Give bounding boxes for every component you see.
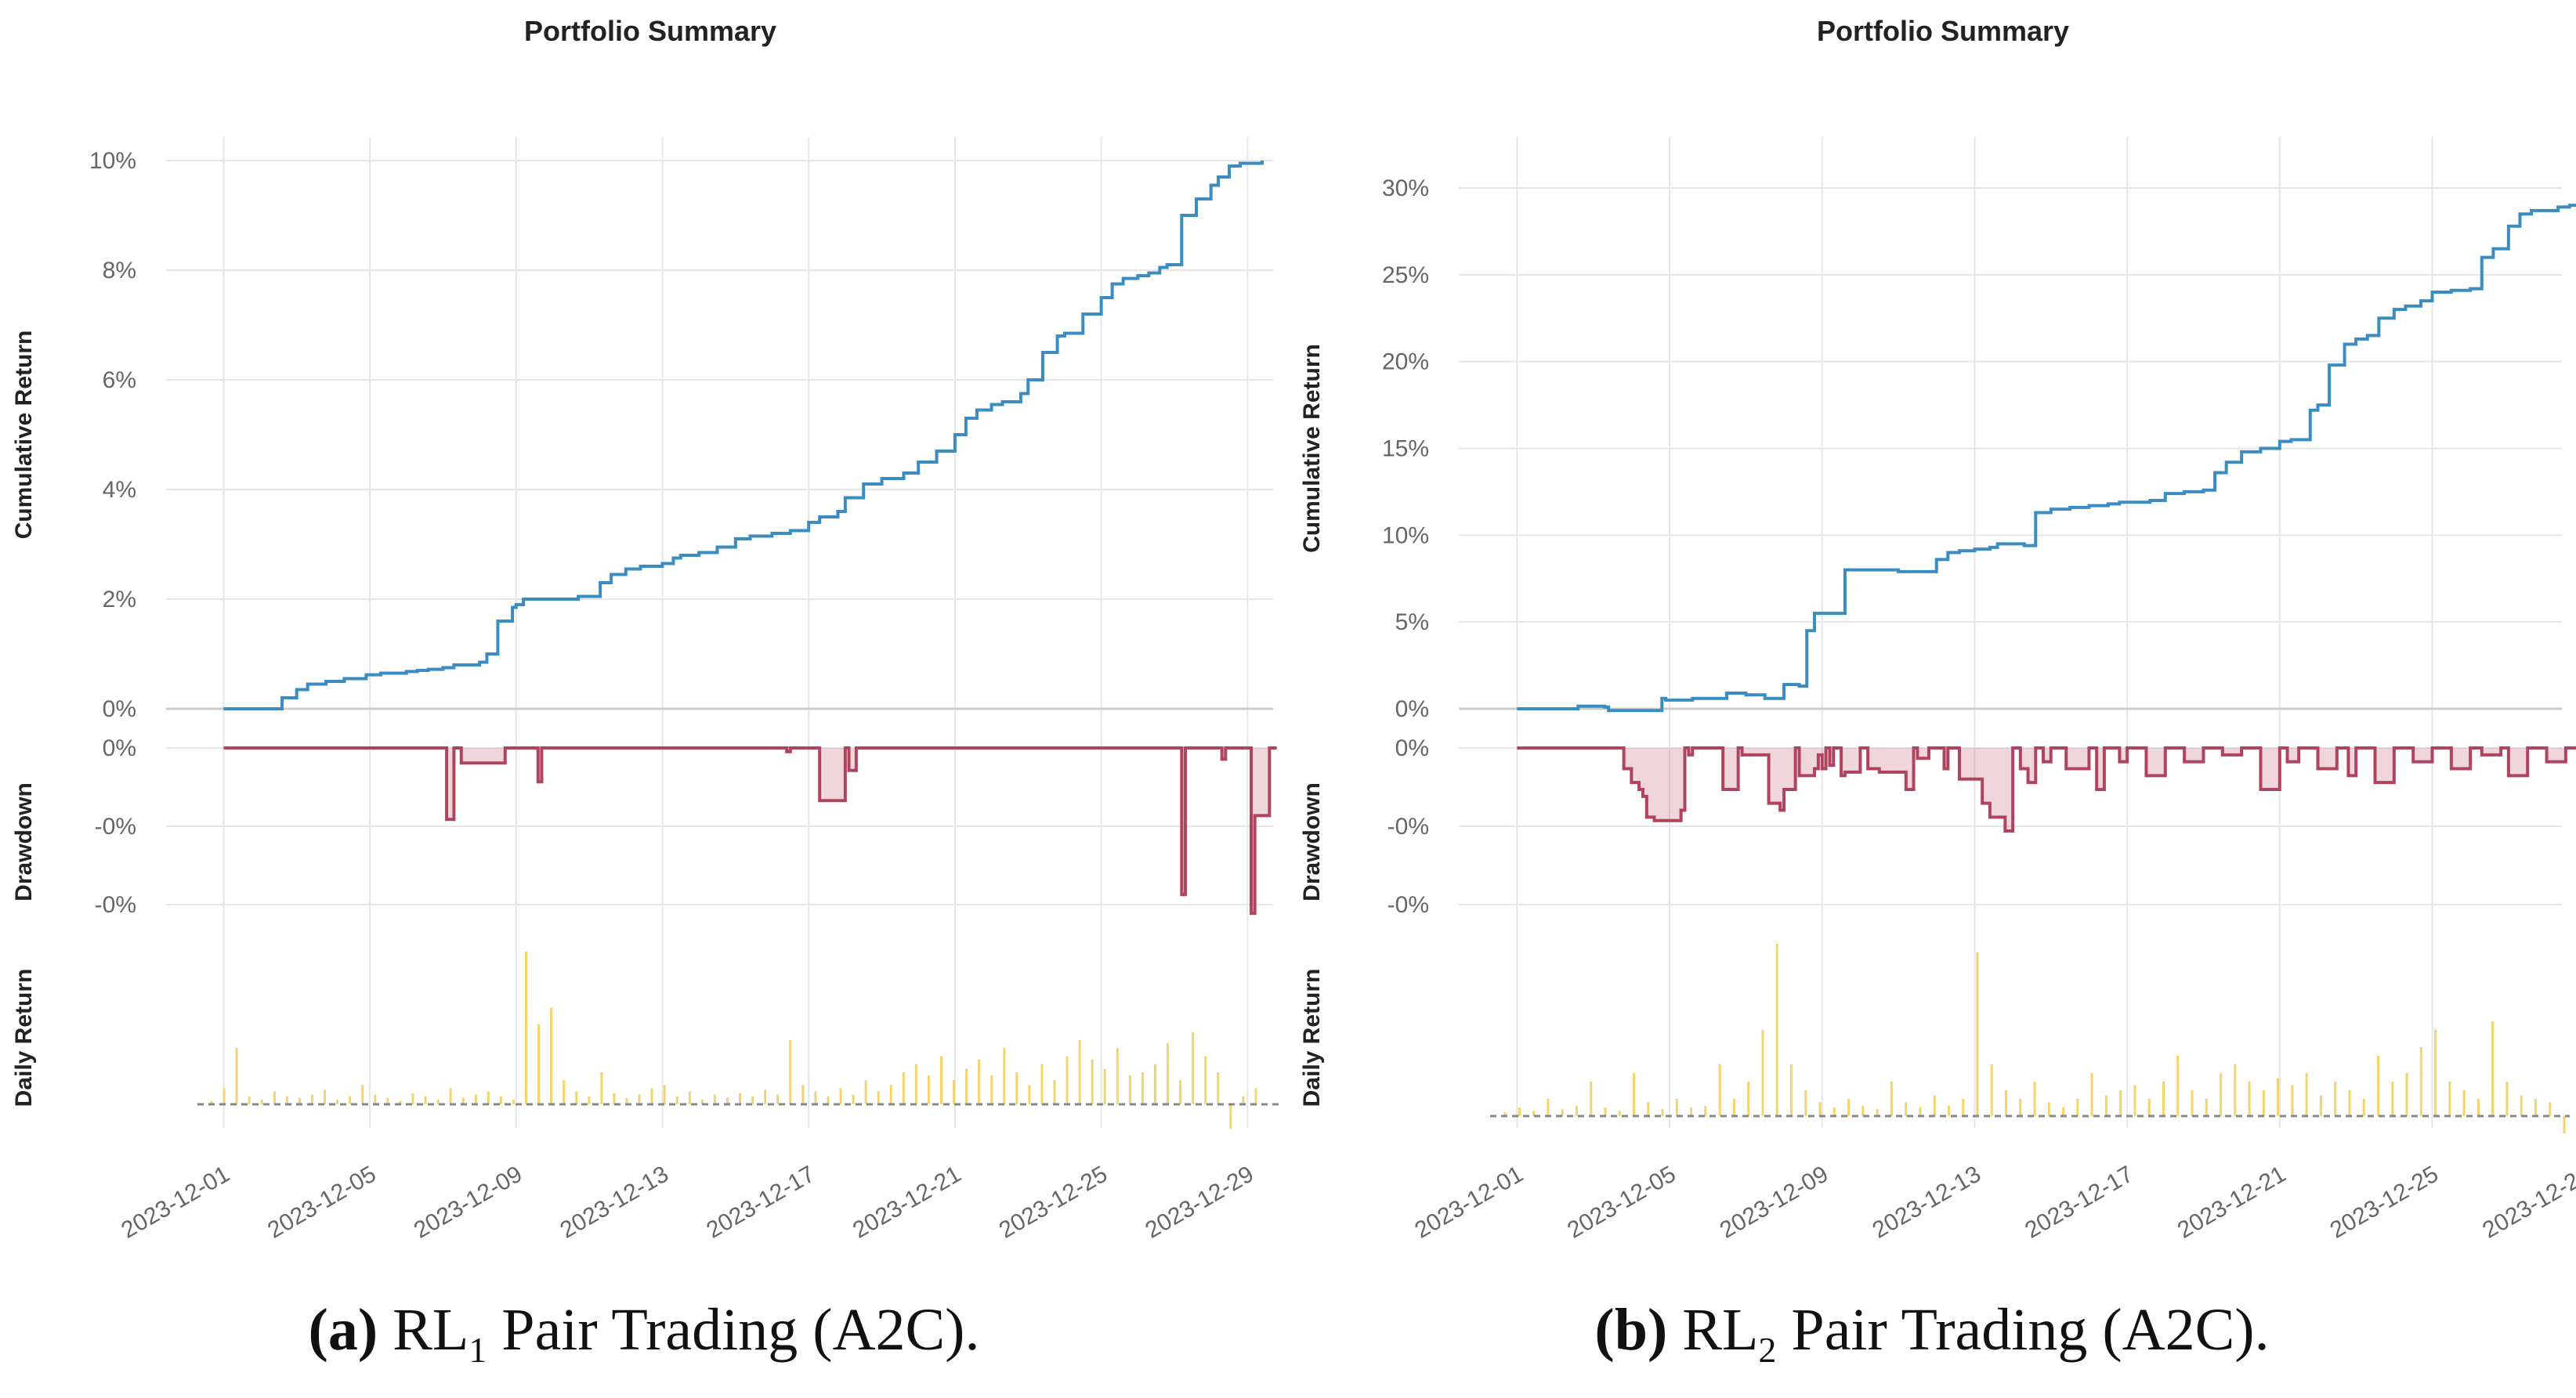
x-tick-label: 2023-12-21 bbox=[848, 1161, 965, 1243]
caption-a: (a) RL1 Pair Trading (A2C). bbox=[0, 1296, 1288, 1371]
x-tick-label: 2023-12-17 bbox=[702, 1161, 819, 1243]
x-tick-label: 2023-12-13 bbox=[556, 1161, 673, 1243]
x-tick-label: 2023-12-05 bbox=[263, 1161, 380, 1243]
caption-rest: Pair Trading (A2C). bbox=[1776, 1297, 2270, 1363]
y-tick-label: 10% bbox=[89, 148, 136, 174]
x-tick-label: 2023-12-29 bbox=[2478, 1161, 2576, 1243]
caption-prefix: RL bbox=[393, 1297, 469, 1363]
x-tick-label: 2023-12-25 bbox=[995, 1161, 1112, 1243]
y-tick-label: 0% bbox=[1395, 735, 1429, 761]
x-tick-label: 2023-12-05 bbox=[1563, 1161, 1680, 1243]
y-tick-label: -0% bbox=[95, 814, 136, 840]
y-tick-label: -0% bbox=[1387, 814, 1429, 840]
y-tick-label: 0% bbox=[1395, 696, 1429, 722]
x-tick-label: 2023-12-13 bbox=[1869, 1161, 1985, 1243]
x-tick-label: 2023-12-17 bbox=[2021, 1161, 2137, 1243]
y-tick-label: 10% bbox=[1382, 522, 1429, 548]
y-axis-label: Drawdown bbox=[1299, 782, 1325, 901]
drawdown-line bbox=[1517, 746, 2576, 833]
caption-sub: 2 bbox=[1758, 1330, 1777, 1371]
y-tick-label: 20% bbox=[1382, 349, 1429, 375]
cumulative-return-line bbox=[1517, 204, 2576, 713]
caption-letter: (a) bbox=[308, 1297, 378, 1363]
chart-svg: Portfolio Summary 0% 5% 10% 15% 20% 25% 30% Cumu… bbox=[1299, 15, 2576, 1244]
y-tick-label: 25% bbox=[1382, 262, 1429, 288]
caption-b: (b) RL2 Pair Trading (A2C). bbox=[1288, 1296, 2576, 1371]
y-axis-label: Cumulative Return bbox=[11, 331, 37, 540]
y-tick-label: 4% bbox=[103, 477, 136, 503]
x-tick-label: 2023-12-25 bbox=[2326, 1161, 2443, 1243]
y-axis-label: Cumulative Return bbox=[1299, 344, 1325, 553]
y-tick-label: 0% bbox=[103, 735, 136, 761]
x-tick-label: 2023-12-09 bbox=[410, 1161, 526, 1243]
y-axis-label: Daily Return bbox=[1299, 969, 1325, 1107]
x-tick-label: 2023-12-01 bbox=[117, 1161, 233, 1243]
y-tick-label: 15% bbox=[1382, 436, 1429, 462]
y-axis-label: Drawdown bbox=[11, 782, 37, 901]
y-tick-label: -0% bbox=[95, 892, 136, 918]
caption-sub: 1 bbox=[469, 1330, 487, 1371]
panel-a: (a) RL1 Pair Trading (A2C). Portfolio Su… bbox=[0, 15, 1288, 1371]
caption-letter: (b) bbox=[1594, 1297, 1668, 1363]
x-tick-label: 2023-12-29 bbox=[1141, 1161, 1257, 1243]
y-tick-label: 0% bbox=[103, 696, 136, 722]
y-tick-label: -0% bbox=[1387, 892, 1429, 918]
chart-title: Portfolio Summary bbox=[1817, 15, 2069, 47]
chart-svg: Portfolio Summary 0% 2% 4% 6% 8% 10% Cumulative… bbox=[11, 15, 1281, 1244]
y-axis-label: Daily Return bbox=[11, 969, 37, 1107]
caption-rest: Pair Trading (A2C). bbox=[487, 1297, 980, 1363]
y-tick-label: 8% bbox=[103, 258, 136, 284]
chart-title: Portfolio Summary bbox=[524, 15, 776, 47]
y-tick-label: 5% bbox=[1395, 609, 1429, 635]
y-tick-label: 2% bbox=[103, 587, 136, 612]
x-tick-label: 2023-12-01 bbox=[1410, 1161, 1527, 1243]
y-tick-label: 30% bbox=[1382, 175, 1429, 201]
panel-b: (b) RL2 Pair Trading (A2C). Portfolio Su… bbox=[1288, 0, 2576, 1398]
y-tick-label: 6% bbox=[103, 367, 136, 393]
caption-prefix: RL bbox=[1682, 1297, 1759, 1363]
drawdown-area bbox=[223, 748, 1277, 914]
x-tick-label: 2023-12-21 bbox=[2173, 1161, 2290, 1243]
cumulative-return-line bbox=[223, 161, 1264, 710]
x-tick-label: 2023-12-09 bbox=[1716, 1161, 1833, 1243]
drawdown-line bbox=[223, 746, 1277, 916]
